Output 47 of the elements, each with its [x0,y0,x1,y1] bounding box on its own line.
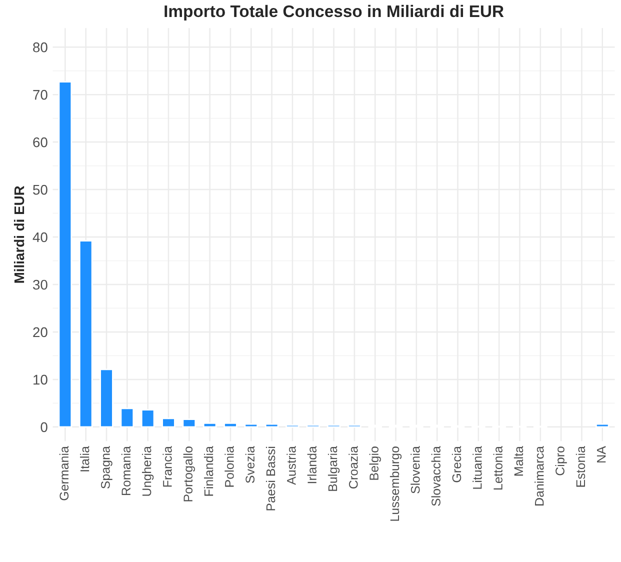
x-tick-label: Francia [162,446,172,487]
x-tick-label: Croazia [348,446,358,488]
chart-title: Importo Totale Concesso in Miliardi di EUR [164,4,504,20]
bar [264,423,279,428]
x-tick-label: Malta [514,446,524,476]
y-tick-label: 80 [33,42,48,52]
x-tick-label: Cipro [555,446,567,476]
x-tick-label: Austria [286,446,296,485]
x-tick-label: Lettonia [493,446,502,490]
x-tick-label: Grecia [452,446,462,482]
x-tick-label: Slovacchia [431,446,440,506]
x-tick-label: Irlanda [307,446,316,484]
bar [224,422,238,428]
bar [120,408,134,428]
bar [202,422,217,428]
y-tick-label: 70 [33,90,48,100]
bar [162,418,176,428]
x-tick-label: Bulgaria [328,446,340,491]
x-tick-label: Polonia [224,446,234,487]
y-tick-label: 50 [33,184,48,195]
x-tick-label: Portogallo [183,446,195,502]
x-tick-label: Romania [121,446,131,496]
x-tick-label: Paesi Bassi [266,446,276,510]
y-tick-label: 30 [33,280,48,290]
bar [182,418,196,428]
bar [140,409,155,428]
x-tick-label: NA [597,446,606,462]
y-tick-label: 40 [32,232,48,242]
x-tick-label: Slovenia [410,446,420,494]
x-tick-label: Finlandia [204,446,214,496]
x-tick-label: Danimarca [534,446,544,506]
x-tick-label: Spagna [101,446,112,489]
x-tick-label: Estonia [576,446,586,487]
y-tick-label: 20 [33,327,48,338]
y-tick-label: 0 [40,422,48,432]
bar [244,423,258,428]
y-tick-label: 60 [33,137,48,148]
y-tick-label: 10 [34,374,48,385]
x-tick-label: Germania [59,446,69,500]
x-tick-label: Svezia [245,446,254,483]
x-tick-label: Belgio [369,446,381,480]
x-tick-label: Italia [80,446,90,472]
bar [596,423,610,428]
x-tick-label: Lussemburgo [390,446,402,521]
x-tick-label: Lituania [472,446,482,489]
y-axis-title: Miliardi di EUR [14,186,24,283]
x-tick-label: Ungheria [142,446,154,496]
